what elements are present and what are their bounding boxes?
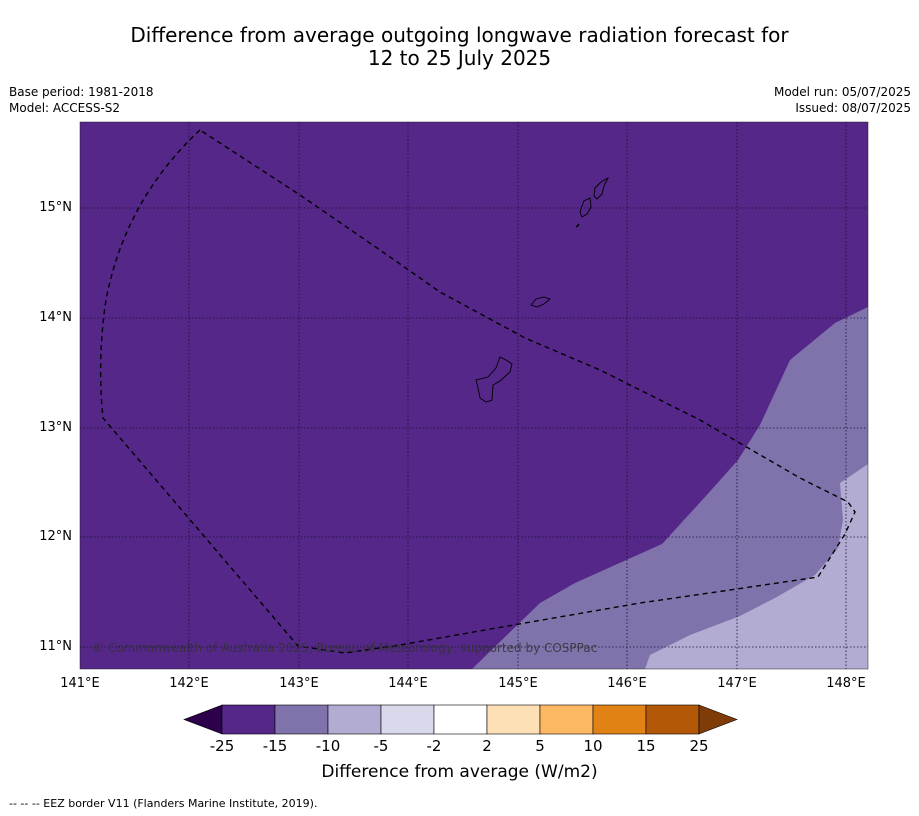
colorbar-tick-label: 5 — [535, 737, 545, 755]
lat-label: 12°N — [39, 529, 72, 544]
colorbar-tick-label: -25 — [209, 737, 235, 755]
chart-title-line2: 12 to 25 July 2025 — [367, 46, 552, 70]
lat-label: 13°N — [39, 420, 72, 435]
issued-date: Issued: 08/07/2025 — [795, 101, 911, 115]
island-aguijan — [575, 223, 580, 228]
anomaly-band-minus10 — [472, 307, 868, 669]
copyright-notice: © Commonwealth of Australia 2025, Bureau… — [92, 641, 598, 655]
island-saipan — [593, 176, 610, 200]
eez-legend-footer: -- -- -- EEZ border V11 (Flanders Marine… — [9, 797, 318, 810]
lon-label: 147°E — [717, 676, 757, 691]
lat-label: 14°N — [39, 310, 72, 325]
anomaly-band-minus5 — [645, 464, 868, 669]
map-canvas — [79, 121, 869, 670]
colorbar-segment — [645, 704, 700, 735]
island-tinian — [579, 197, 592, 218]
model-name: Model: ACCESS-S2 — [9, 101, 121, 115]
chart-title-line1: Difference from average outgoing longwav… — [130, 23, 789, 47]
colorbar-tick-label: 2 — [482, 737, 492, 755]
colorbar-segment — [592, 704, 647, 735]
gridlines — [80, 122, 868, 669]
colorbar-segment — [327, 704, 382, 735]
island-rota — [530, 296, 551, 308]
lon-label: 144°E — [388, 676, 428, 691]
colorbar-tick-label: 25 — [689, 737, 709, 755]
lon-label: 143°E — [279, 676, 319, 691]
lon-label: 148°E — [826, 676, 866, 691]
lon-label: 145°E — [498, 676, 538, 691]
colorbar-segment — [539, 704, 594, 735]
lon-label: 142°E — [169, 676, 209, 691]
lon-label: 146°E — [607, 676, 647, 691]
colorbar-tick-label: -5 — [373, 737, 389, 755]
colorbar-tick-label: -10 — [315, 737, 341, 755]
lat-label: 15°N — [39, 200, 72, 215]
island-guam — [475, 356, 513, 403]
lon-label: 141°E — [60, 676, 100, 691]
lat-label: 11°N — [39, 639, 72, 654]
colorbar-tick-label: -15 — [262, 737, 288, 755]
islands — [475, 176, 610, 403]
colorbar-tick-label: 15 — [636, 737, 656, 755]
colorbar-segment — [486, 704, 541, 735]
colorbar-segment — [380, 704, 435, 735]
colorbar-segment — [221, 704, 276, 735]
colorbar-title: Difference from average (W/m2) — [321, 762, 598, 782]
colorbar-tick-label: -2 — [426, 737, 442, 755]
colorbar-tick-label: 10 — [583, 737, 603, 755]
colorbar-segment — [433, 704, 488, 735]
colorbar-segment — [274, 704, 329, 735]
colorbar-extension-low — [183, 704, 223, 735]
colorbar-extension-high — [698, 704, 738, 735]
base-period: Base period: 1981-2018 — [9, 85, 154, 99]
colorbar — [183, 704, 738, 735]
eez-border — [99, 129, 856, 654]
model-run: Model run: 05/07/2025 — [773, 85, 911, 99]
